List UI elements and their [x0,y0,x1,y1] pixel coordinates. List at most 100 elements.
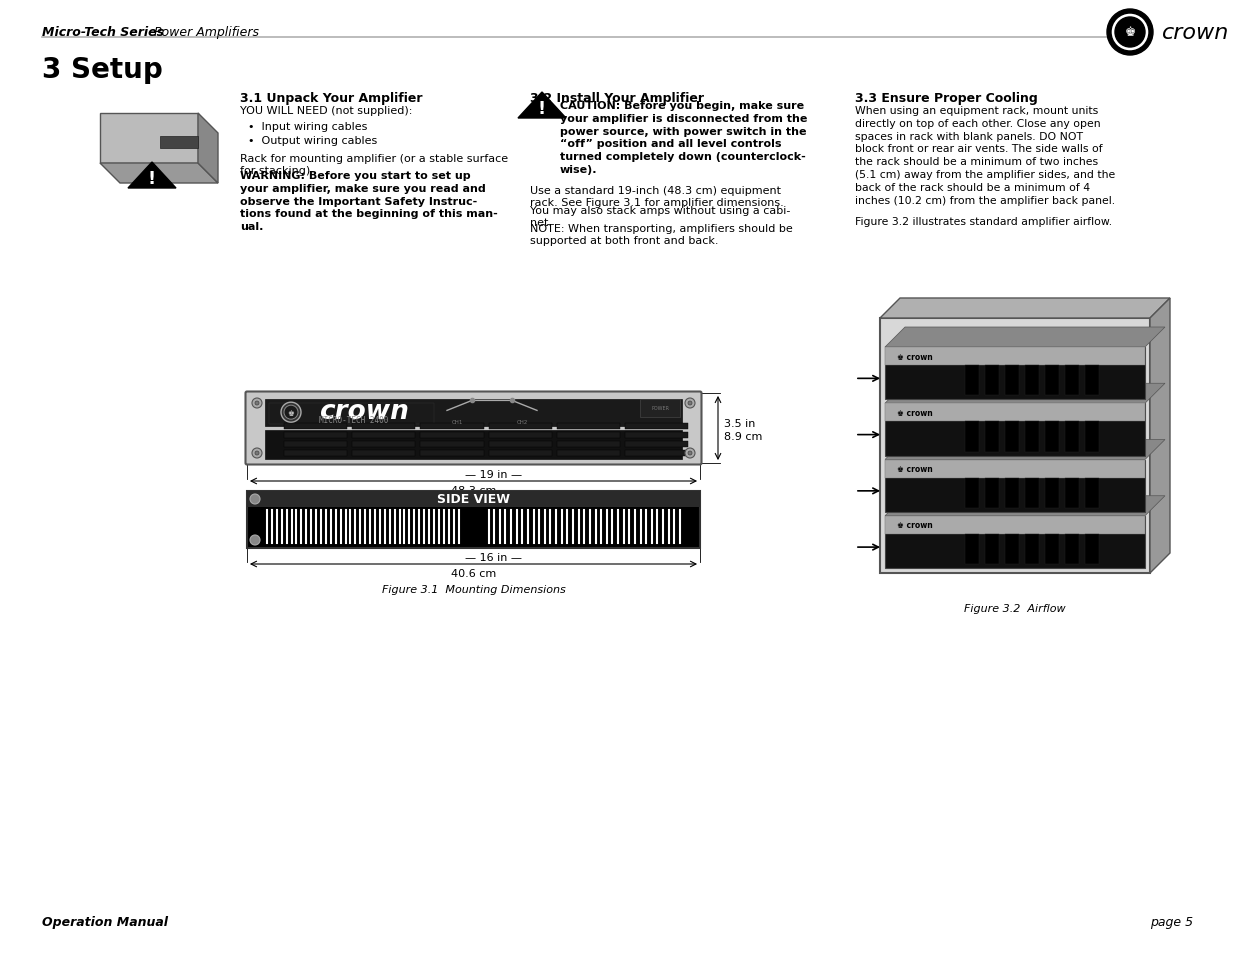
Circle shape [254,452,259,456]
Text: ♚ crown: ♚ crown [897,464,932,474]
Bar [1045,535,1058,564]
Circle shape [282,403,301,423]
Text: !: ! [538,100,546,118]
Circle shape [1107,10,1153,56]
Text: ♚ crown: ♚ crown [897,520,932,530]
Bar [557,441,620,448]
Circle shape [688,452,692,456]
Bar [247,492,700,507]
Bar [965,422,979,452]
Bar [161,137,198,149]
Bar [1086,478,1099,508]
Text: 3.5 in: 3.5 in [724,418,756,429]
Bar [625,433,688,438]
Bar [489,441,552,448]
Circle shape [284,406,298,419]
Text: 3.3 Ensure Proper Cooling: 3.3 Ensure Proper Cooling [855,91,1037,105]
Bar [885,517,1145,568]
Bar [284,433,347,438]
Bar [625,451,688,456]
Polygon shape [885,384,1165,404]
Bar [1065,422,1079,452]
Text: CH2: CH2 [517,420,529,425]
Text: Figure 3.2 illustrates standard amplifier airflow.: Figure 3.2 illustrates standard amplifie… [855,216,1113,227]
Polygon shape [885,497,1165,517]
Text: crown: crown [319,398,409,425]
Bar [885,348,1145,400]
Text: Figure 3.2  Airflow: Figure 3.2 Airflow [965,603,1066,614]
Circle shape [688,401,692,406]
Polygon shape [885,328,1165,348]
Polygon shape [881,298,1170,318]
Bar [640,399,680,417]
Text: — 16 in —: — 16 in — [466,553,522,562]
Bar [986,535,999,564]
Bar [1086,366,1099,395]
Text: SIDE VIEW: SIDE VIEW [437,493,510,506]
Polygon shape [128,163,177,189]
FancyBboxPatch shape [246,392,701,465]
Text: Operation Manual: Operation Manual [42,915,168,928]
Text: page 5: page 5 [1150,915,1193,928]
Polygon shape [198,113,219,184]
Circle shape [1112,14,1149,52]
Bar [885,460,1145,512]
Bar [1005,366,1019,395]
Text: YOU WILL NEED (not supplied):: YOU WILL NEED (not supplied): [240,106,412,116]
Bar [965,478,979,508]
Text: 3.2 Install Your Amplifier: 3.2 Install Your Amplifier [530,91,704,105]
Text: CAUTION: Before you begin, make sure
your amplifier is disconnected from the
pow: CAUTION: Before you begin, make sure you… [559,101,808,174]
Bar [420,441,483,448]
Bar [1005,478,1019,508]
Bar [489,451,552,456]
Bar [266,430,682,459]
Circle shape [1115,18,1145,48]
Bar [1005,422,1019,452]
Text: WARNING: Before you start to set up
your amplifier, make sure you read and
obser: WARNING: Before you start to set up your… [240,171,498,232]
Circle shape [249,536,261,545]
Bar [1005,535,1019,564]
Text: 48.3 cm: 48.3 cm [451,485,496,496]
Bar [1025,366,1039,395]
Polygon shape [1150,298,1170,574]
Text: ♚: ♚ [1124,26,1136,38]
Bar [986,366,999,395]
Text: •  Input wiring cables: • Input wiring cables [248,122,367,132]
Bar [625,423,688,430]
Bar [557,433,620,438]
Bar [266,399,682,427]
Bar [420,423,483,430]
Polygon shape [100,113,198,164]
Text: Rack for mounting amplifier (or a stable surface
for stacking): Rack for mounting amplifier (or a stable… [240,153,508,176]
Bar [1045,478,1058,508]
Bar [965,366,979,395]
Bar [1065,366,1079,395]
Bar [284,451,347,456]
Bar [489,423,552,430]
Bar [352,433,415,438]
Text: Use a standard 19-inch (48.3 cm) equipment
rack. See Figure 3.1 for amplifier di: Use a standard 19-inch (48.3 cm) equipme… [530,186,784,208]
Text: You may also stack amps without using a cabi-
net.: You may also stack amps without using a … [530,206,790,228]
Text: NOTE: When transporting, amplifiers should be
supported at both front and back.: NOTE: When transporting, amplifiers shou… [530,224,793,246]
Text: 3 Setup: 3 Setup [42,56,163,84]
Bar [420,433,483,438]
Bar [625,441,688,448]
Bar [557,423,620,430]
Polygon shape [517,92,566,119]
Text: 8.9 cm: 8.9 cm [724,432,762,441]
Bar [885,517,1145,535]
Text: When using an equipment rack, mount units
directly on top of each other. Close a: When using an equipment rack, mount unit… [855,106,1115,206]
Bar [885,348,1145,366]
Circle shape [685,449,695,458]
Text: Figure 3.1  Mounting Dimensions: Figure 3.1 Mounting Dimensions [382,584,566,595]
Bar [1025,422,1039,452]
Bar [1086,422,1099,452]
Circle shape [249,495,261,504]
Circle shape [254,401,259,406]
Bar [247,492,700,548]
Text: 3.1 Unpack Your Amplifier: 3.1 Unpack Your Amplifier [240,91,422,105]
Text: •  Output wiring cables: • Output wiring cables [248,136,377,146]
Bar [284,441,347,448]
Bar [881,318,1150,574]
Bar [352,451,415,456]
